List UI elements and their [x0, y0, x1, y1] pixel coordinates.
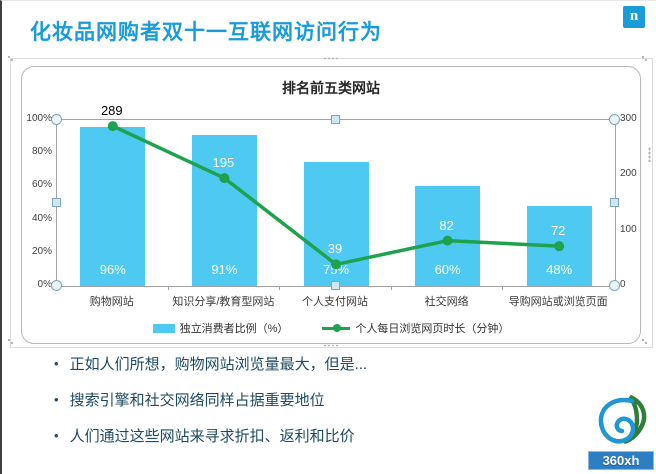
footer-logo-text: 360xh — [588, 451, 654, 470]
bullet-item: • 正如人们所想，购物网站浏览量最大，但是... — [54, 353, 367, 375]
chart-object[interactable]: 排名前五类网站 96% 91% 75% 60% 48% 100% 80% 60% 40% 20%… — [21, 66, 641, 344]
right-axis-tick: 300 — [620, 113, 637, 124]
left-axis-tick: 0% — [37, 279, 52, 290]
left-axis-tick: 100% — [26, 113, 52, 124]
selection-handle-circle[interactable] — [609, 280, 620, 291]
resize-handle-bottom[interactable] — [323, 344, 338, 347]
left-axis-tick: 80% — [31, 146, 52, 158]
right-axis-tick: 0 — [620, 279, 626, 290]
bar-value-label: 60% — [434, 262, 461, 277]
legend-label: 个人每日浏览网页时长（分钟） — [355, 323, 510, 335]
chart-legend: 独立消费者比例（%） 个人每日浏览网页时长（分钟） — [22, 320, 640, 336]
bullet-item: • 人们通过这些网站来寻求折扣、返利和比价 — [54, 425, 367, 447]
bullet-icon: • — [54, 356, 59, 371]
bar-value-label: 96% — [99, 262, 126, 277]
line-point — [554, 241, 565, 252]
bar-value-label: 75% — [322, 262, 350, 277]
bullet-item: • 搜索引擎和社交网络同样占据重要地位 — [54, 389, 367, 411]
bullet-text: 正如人们所想，购物网站浏览量最大，但是... — [69, 356, 368, 373]
selection-handle-square[interactable] — [610, 198, 619, 207]
bar-value-label: 91% — [211, 262, 238, 277]
category-label: 知识分享/教育型网站 — [172, 296, 275, 308]
resize-handle-right[interactable] — [648, 147, 651, 162]
legend-item-bar: 独立消费者比例（%） — [152, 320, 289, 336]
line-value-label: 289 — [100, 103, 123, 119]
line-point — [107, 121, 118, 132]
resize-handle-top[interactable] — [323, 57, 338, 60]
right-axis-tick: 100 — [620, 223, 637, 235]
resize-handle-topleft[interactable] — [8, 56, 10, 58]
line-point — [331, 259, 341, 270]
bar[interactable] — [191, 134, 257, 286]
plot-area: 96% 91% 75% 60% 48% — [56, 119, 616, 287]
legend-line-swatch-icon — [322, 324, 351, 332]
footer-logo: 360xh — [584, 393, 656, 473]
selection-handle-circle[interactable] — [51, 114, 62, 125]
content-placeholder[interactable]: 排名前五类网站 96% 91% 75% 60% 48% 100% 80% 60% 40% 20%… — [8, 56, 653, 348]
selection-handle-circle[interactable] — [51, 280, 62, 291]
chart-title: 排名前五类网站 — [282, 80, 380, 96]
swirl-icon — [598, 394, 647, 445]
category-label: 社交网络 — [424, 296, 469, 308]
bullet-list: • 正如人们所想，购物网站浏览量最大，但是... • 搜索引擎和社交网络同样占据重要… — [54, 353, 367, 461]
resize-handle-topright[interactable] — [642, 56, 644, 58]
resize-handle-bottomright[interactable] — [642, 339, 644, 341]
legend-bar-swatch-icon — [152, 323, 175, 333]
left-axis-tick: 40% — [31, 212, 52, 224]
bullet-icon: • — [54, 392, 59, 407]
selection-handle-square[interactable] — [331, 281, 340, 290]
left-axis-tick: 20% — [31, 245, 52, 257]
legend-item-line: 个人每日浏览网页时长（分钟） — [322, 320, 509, 336]
category-label: 购物网站 — [89, 296, 134, 308]
page-title: 化妆品网购者双十一互联网访问行为 — [30, 21, 382, 44]
nielsen-logo: n — [623, 6, 645, 28]
category-label: 导购网站或浏览页面 — [508, 296, 608, 308]
selection-handle-square[interactable] — [52, 198, 61, 207]
bullet-text: 人们通过这些网站来寻求折扣、返利和比价 — [69, 428, 355, 445]
bar-value-label: 48% — [546, 262, 573, 277]
line-point — [219, 173, 230, 184]
right-axis-tick: 200 — [620, 168, 637, 180]
left-axis-tick: 60% — [31, 179, 52, 191]
legend-label: 独立消费者比例（%） — [179, 323, 289, 335]
bullet-text: 搜索引擎和社交网络同样占据重要地位 — [69, 392, 325, 409]
selection-handle-circle[interactable] — [609, 114, 620, 125]
line-series — [107, 121, 565, 270]
bar[interactable] — [80, 126, 146, 286]
category-label: 个人支付网站 — [302, 296, 368, 308]
resize-handle-bottomleft[interactable] — [8, 339, 10, 341]
line-point — [442, 235, 453, 246]
bullet-icon: • — [54, 428, 59, 443]
selection-handle-square[interactable] — [331, 115, 340, 124]
